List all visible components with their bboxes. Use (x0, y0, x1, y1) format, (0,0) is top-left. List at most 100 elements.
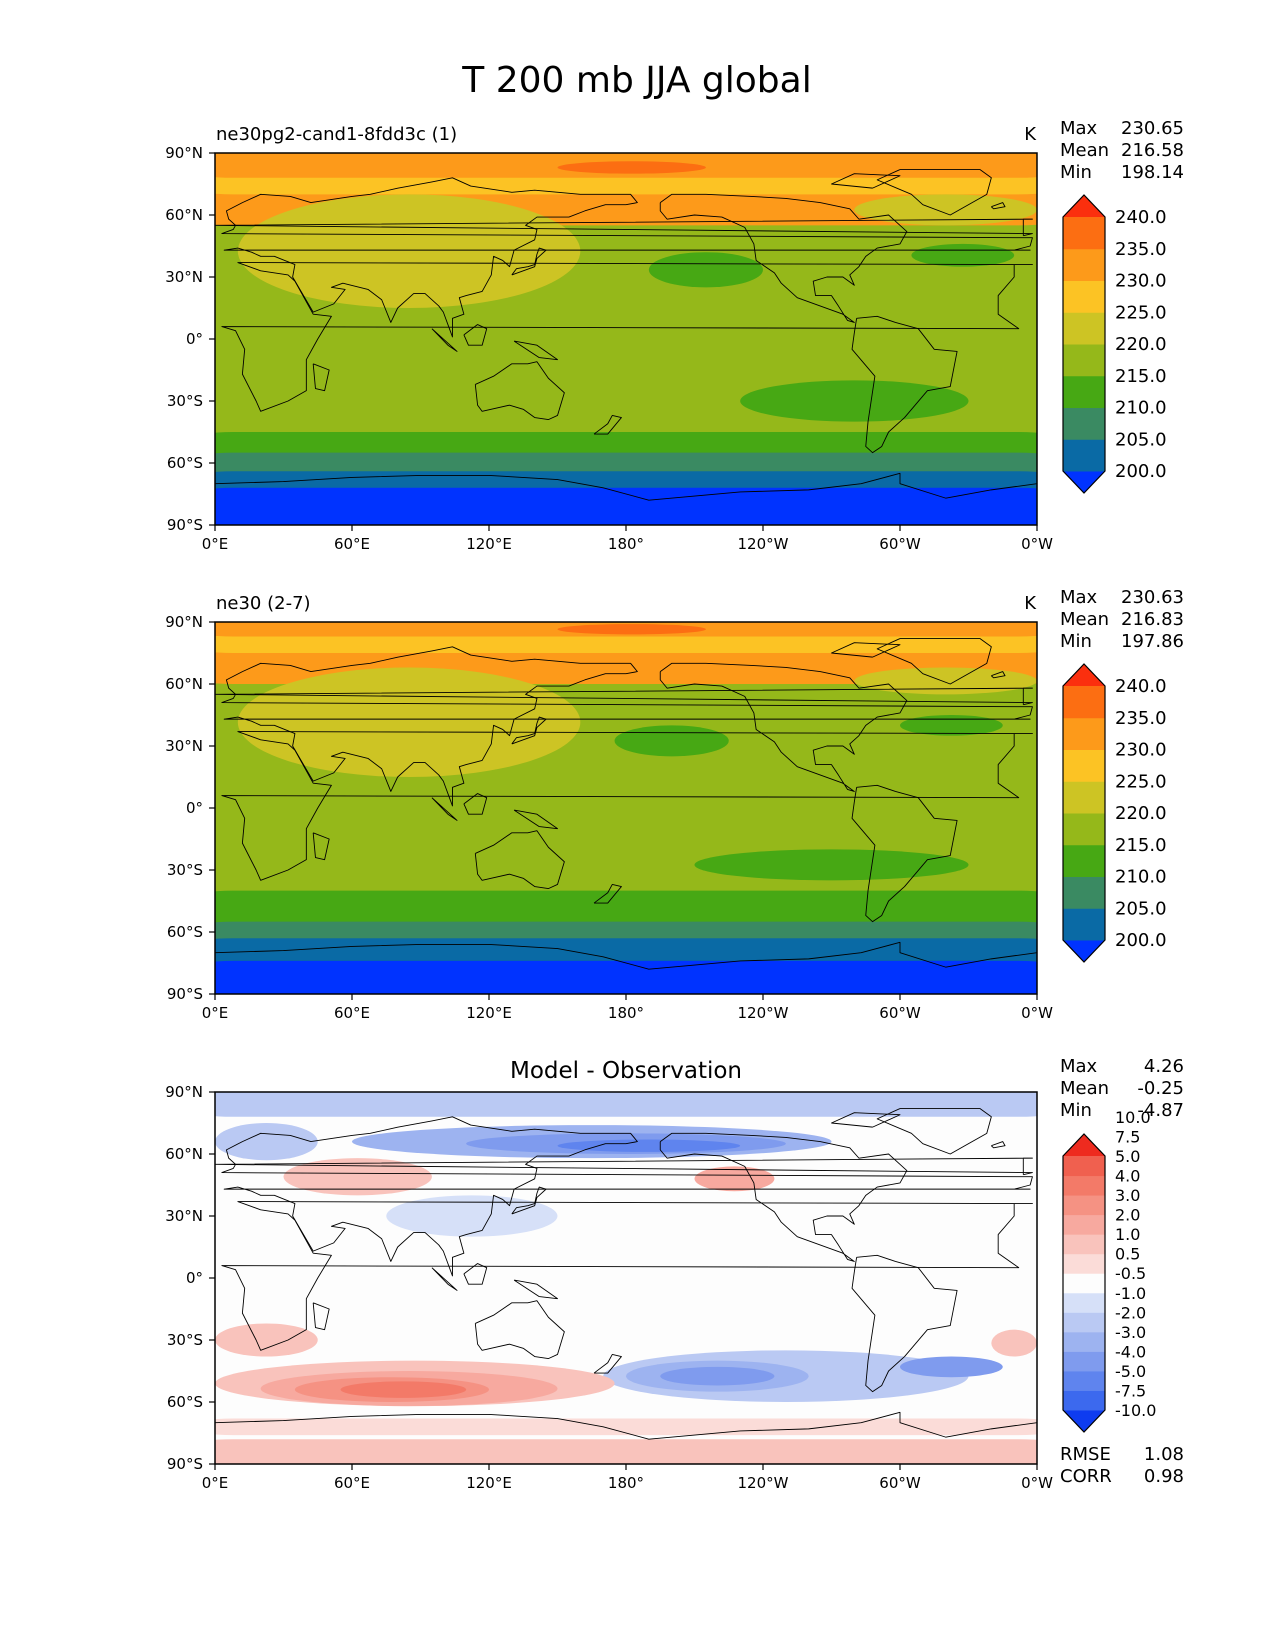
coastline (991, 1142, 1005, 1148)
colorbar-extend-max (1063, 195, 1105, 217)
contour-region (614, 725, 729, 757)
contour-region (557, 1139, 741, 1152)
coastlines (215, 1109, 1037, 1440)
coastline (660, 1133, 907, 1261)
panel-test-units: K (1024, 124, 1037, 145)
x-tick-label: 120°W (738, 1004, 789, 1022)
contour-region (215, 1092, 1037, 1117)
contour-region (740, 380, 969, 422)
panel-test: ne30pg2-cand1-8fdd3c (1) K Max 230.65 Me… (165, 118, 1184, 553)
stat-label: Max (1060, 587, 1098, 608)
stat-value: -4.87 (1137, 1100, 1184, 1121)
colorbar-segment (1063, 375, 1105, 408)
colorbar-segment (1063, 248, 1105, 281)
stat-value: -0.25 (1137, 1078, 1184, 1099)
x-tick-label: 60°W (879, 535, 921, 553)
coastline (514, 1280, 557, 1299)
colorbar-tick-label: 2.0 (1115, 1206, 1140, 1225)
colorbar-segment (1063, 1351, 1105, 1372)
rmse-value: 1.08 (1144, 1444, 1184, 1465)
coastline (464, 1264, 487, 1285)
colorbar-tick-label: -1.0 (1115, 1284, 1146, 1303)
contour-region (911, 243, 1015, 267)
colorbar-tick-label: 200.0 (1115, 461, 1167, 482)
contour-region (237, 667, 581, 777)
stat-label: Max (1060, 1056, 1098, 1077)
y-tick-label: 60°S (167, 454, 203, 472)
colorbar-segment (1063, 1292, 1105, 1313)
panel-reference-title: ne30 (2-7) (216, 593, 311, 614)
colorbar-tick-label: 205.0 (1115, 429, 1167, 450)
colorbar-segment (1063, 439, 1105, 472)
y-tick-label: 0° (186, 1269, 203, 1287)
y-tick-label: 60°N (165, 206, 203, 224)
coastline (432, 329, 457, 352)
colorbar-tick-label: 225.0 (1115, 302, 1167, 323)
contour-region (648, 252, 763, 288)
colorbar-tick-label: 210.0 (1115, 867, 1167, 888)
coastline (464, 794, 487, 815)
contour-region (991, 1329, 1037, 1357)
colorbar-segment (1063, 280, 1105, 313)
coastlines (215, 170, 1037, 501)
coastline (222, 732, 1033, 881)
colorbar-tick-label: -7.5 (1115, 1381, 1146, 1400)
coastline (222, 263, 1033, 412)
colorbar-segment (1063, 1390, 1105, 1411)
colorbar-tick-label: 3.0 (1115, 1186, 1140, 1205)
panel-reference-colorbar: 200.0 205.0 210.0 215.0 220.0 225.0 230.0 235.0… (1062, 663, 1167, 963)
x-tick-label: 180° (608, 1004, 644, 1022)
colorbar-tick-label: 5.0 (1115, 1147, 1140, 1166)
panel-reference-units: K (1024, 593, 1037, 614)
contour-region (215, 1123, 318, 1161)
coastline (832, 1113, 901, 1127)
colorbar-outline (1062, 194, 1106, 494)
coastline (464, 325, 487, 346)
y-tick-label: 30°S (167, 861, 203, 879)
coastline (222, 1117, 1033, 1276)
x-tick-label: 120°E (466, 1474, 512, 1492)
colorbar-tick-label: -4.0 (1115, 1342, 1146, 1361)
colorbar-segment (1063, 876, 1105, 909)
contour-region (557, 624, 706, 635)
x-tick-label: 0°W (1021, 1004, 1053, 1022)
x-tick-label: 60°E (334, 535, 370, 553)
x-tick-label: 0°E (202, 1474, 229, 1492)
colorbar-tick-label: -2.0 (1115, 1303, 1146, 1322)
x-tick-label: 60°E (334, 1004, 370, 1022)
colorbar-tick-label: 200.0 (1115, 930, 1167, 951)
panel-reference-axes: 0°E 60°E 120°E 180° 120°W 60°W 0°W 90°S 60°S 30°S… (165, 613, 1053, 1022)
colorbar-tick-label: 215.0 (1115, 366, 1167, 387)
colorbar-tick-label: 220.0 (1115, 334, 1167, 355)
stat-value: 230.65 (1121, 118, 1184, 139)
coastline (512, 248, 546, 275)
panel-test-stats: Max 230.65 Mean 216.58 Min 198.14 (1060, 118, 1184, 183)
colorbar-tick-label: 240.0 (1115, 676, 1167, 697)
colorbar-tick-label: 4.0 (1115, 1167, 1140, 1186)
panel-reference-stats: Max 230.63 Mean 216.83 Min 197.86 (1060, 587, 1184, 652)
colorbar-tick-label: 7.5 (1115, 1127, 1140, 1146)
y-tick-label: 0° (186, 330, 203, 348)
panel-test-field (215, 153, 1037, 525)
coastline (832, 643, 901, 657)
coastline (475, 362, 564, 420)
colorbar-extend-min (1063, 471, 1105, 493)
y-tick-label: 30°N (165, 737, 203, 755)
y-tick-label: 90°S (167, 516, 203, 534)
contour-region (215, 1439, 1037, 1464)
colorbar-tick-label: 235.0 (1115, 708, 1167, 729)
colorbar-tick-label: 1.0 (1115, 1225, 1140, 1244)
colorbar-tick-label: 210.0 (1115, 398, 1167, 419)
stat-value: 197.86 (1121, 631, 1184, 652)
panel-test-axes: 0°E 60°E 120°E 180° 120°W 60°W 0°W 90°S 60°S 30°S… (165, 144, 1053, 553)
coastline (877, 170, 991, 215)
contour-region (386, 1195, 558, 1237)
x-tick-label: 0°E (202, 535, 229, 553)
stat-label: Mean (1060, 609, 1109, 630)
coastline (852, 316, 957, 452)
coastline (222, 178, 1033, 337)
contour-region (215, 432, 1037, 459)
colorbar-tick-label: 10.0 (1115, 1108, 1151, 1127)
stat-label: Max (1060, 118, 1098, 139)
colorbar-extend-max (1063, 664, 1105, 686)
